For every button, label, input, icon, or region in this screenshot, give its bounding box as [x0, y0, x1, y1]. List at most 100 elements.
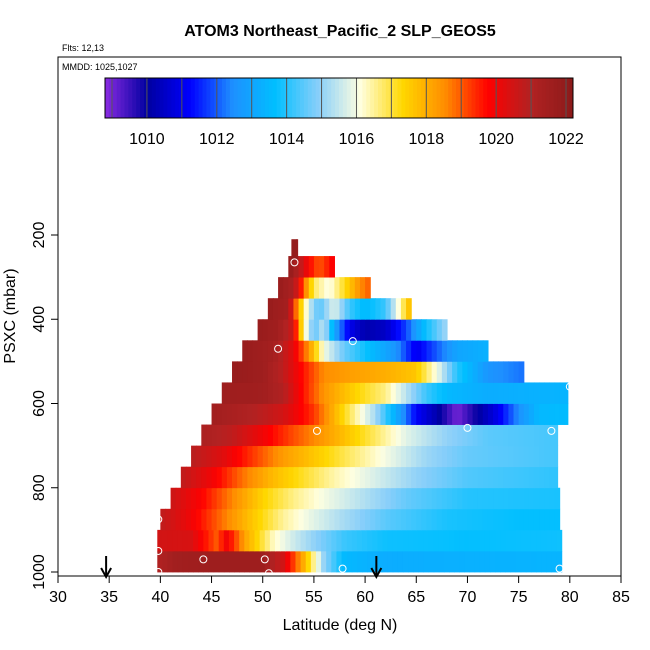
heatmap-cell [303, 466, 310, 489]
heatmap-cell [324, 487, 330, 510]
heatmap-cell [329, 508, 335, 531]
colorbar-segment [237, 78, 242, 118]
heatmap-cell [354, 361, 361, 383]
colorbar-segment [362, 78, 367, 118]
x-tick-label: 75 [510, 589, 528, 606]
colorbar-segment [342, 78, 348, 118]
heatmap-cell [431, 508, 438, 531]
heatmap-cell [283, 403, 289, 425]
heatmap-cell [436, 466, 443, 489]
heatmap-cell [334, 382, 341, 404]
heatmap-cell [278, 361, 284, 383]
heatmap-cell [252, 466, 259, 489]
heatmap-cell [467, 382, 474, 404]
heatmap-cell [298, 361, 305, 383]
heatmap-cell [293, 466, 300, 489]
heatmap-cell [406, 424, 412, 447]
heatmap-cell [329, 382, 335, 404]
colorbar-segment [183, 78, 188, 118]
heatmap-cell [365, 445, 371, 468]
heatmap-cell [503, 382, 509, 404]
heatmap-cell [520, 529, 527, 552]
heatmap-cell [487, 508, 494, 531]
heatmap-cell [416, 424, 422, 447]
colorbar-segment [105, 78, 110, 118]
heatmap-cell [272, 298, 279, 320]
heatmap-cell [298, 445, 305, 468]
heatmap-cell [365, 340, 371, 362]
heatmap-cell [426, 382, 433, 404]
heatmap-cell [359, 382, 366, 404]
heatmap-cell [324, 277, 330, 299]
heatmap-cell [185, 508, 192, 531]
colorbar-segment [502, 78, 508, 118]
heatmap-cell [426, 466, 433, 489]
heatmap-cell [288, 466, 295, 489]
heatmap-cell [392, 529, 399, 552]
heatmap-cell [467, 403, 474, 425]
heatmap-cell [278, 466, 284, 489]
heatmap-cell [446, 403, 453, 425]
heatmap-cell [293, 487, 300, 510]
heatmap-cell [421, 445, 428, 468]
heatmap-cell [533, 403, 540, 425]
colorbar-segment [569, 78, 574, 118]
heatmap-cell [528, 382, 535, 404]
heatmap-cell [223, 550, 230, 573]
heatmap-cell [452, 508, 458, 531]
heatmap-cell [334, 361, 341, 383]
heatmap-cell [467, 445, 474, 468]
heatmap-cell [482, 382, 489, 404]
heatmap-cell [539, 508, 545, 531]
heatmap-cell [462, 466, 469, 489]
heatmap-cell [365, 319, 371, 341]
heatmap-cell [196, 508, 202, 531]
heatmap-cell [182, 550, 189, 573]
heatmap-cell [428, 529, 435, 552]
heatmap-cell [518, 403, 525, 425]
heatmap-cell [426, 403, 433, 425]
heatmap-cell [477, 445, 484, 468]
heatmap-cell [267, 466, 274, 489]
heatmap-cell [513, 445, 520, 468]
heatmap-cell [477, 466, 484, 489]
flight-point [463, 423, 472, 432]
heatmap-cell [180, 466, 187, 489]
heatmap-cell [421, 361, 428, 383]
heatmap-cell [564, 382, 569, 404]
heatmap-cell [334, 466, 341, 489]
heatmap-cell [272, 403, 279, 425]
heatmap-cell [211, 508, 218, 531]
heatmap-cell [544, 487, 550, 510]
heatmap-cell [544, 508, 550, 531]
heatmap-cell [457, 403, 463, 425]
heatmap-cell [400, 361, 407, 383]
heatmap-cell [487, 382, 494, 404]
heatmap-cell [257, 445, 264, 468]
colorbar-segment [420, 78, 426, 118]
heatmap-cell [459, 550, 465, 573]
heatmap-cell [324, 382, 330, 404]
heatmap-cell [397, 529, 404, 552]
heatmap-cell [339, 487, 346, 510]
heatmap-cell [474, 529, 481, 552]
heatmap-cell [170, 508, 177, 531]
heatmap-cell [365, 361, 371, 383]
heatmap-cell [406, 382, 412, 404]
colorbar-segment [323, 78, 328, 118]
heatmap-cell [411, 445, 417, 468]
heatmap-cell [185, 487, 192, 510]
heatmap-cell [285, 550, 291, 573]
heatmap-cell [354, 466, 361, 489]
heatmap-cell [257, 424, 264, 447]
heatmap-cell [375, 319, 382, 341]
heatmap-cell [472, 445, 479, 468]
heatmap-cell [472, 340, 479, 362]
heatmap-cell [208, 529, 215, 552]
heatmap-cell [339, 403, 346, 425]
heatmap-cell [278, 508, 284, 531]
heatmap-cell [288, 508, 295, 531]
colorbar-segment [526, 78, 531, 118]
heatmap-cell [390, 340, 397, 362]
heatmap-cell [201, 466, 208, 489]
